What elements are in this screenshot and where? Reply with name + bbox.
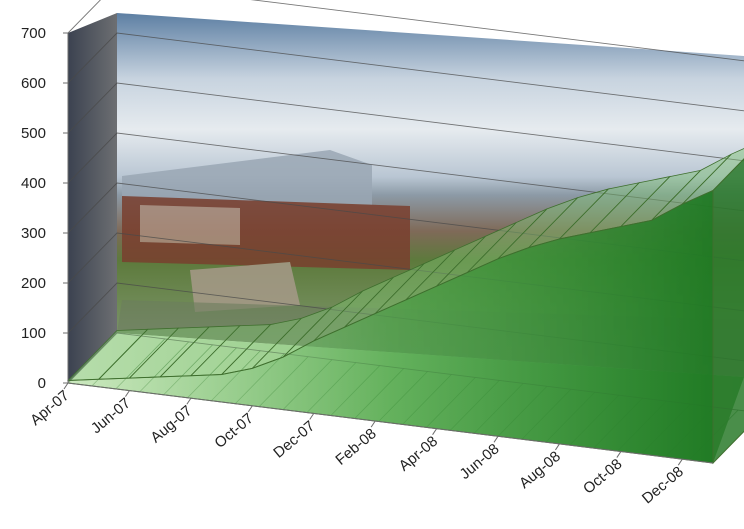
x-tick-mark (432, 428, 437, 435)
area-series (67, 189, 714, 464)
x-tick-mark (247, 405, 253, 413)
area-end-face (712, 158, 744, 465)
x-tick-label: Apr-07 (27, 387, 72, 429)
gridline (67, 82, 744, 162)
x-tick-mark (186, 397, 192, 405)
x-tick-label: Oct-07 (211, 410, 256, 452)
y-tick-label: 100 (21, 325, 46, 342)
x-tick-label: Jun-08 (457, 440, 503, 483)
y-axis: 0 100 200 300 400 500 600 700 (21, 25, 68, 392)
x-tick-label: Aug-08 (516, 448, 564, 492)
gridline (67, 32, 744, 112)
x-tick-label: Apr-08 (396, 433, 441, 475)
x-tick-label: Dec-07 (270, 418, 318, 462)
x-tick-mark (493, 436, 499, 443)
x-tick-mark (555, 443, 560, 451)
x-tick-label: Feb-08 (332, 425, 379, 469)
x-tick-mark (370, 420, 376, 428)
x-tick-mark (63, 382, 69, 390)
y-tick-label: 200 (21, 275, 46, 292)
x-tick-mark (616, 451, 622, 458)
y-tick-label: 600 (21, 75, 46, 92)
x-tick-mark (125, 390, 130, 397)
x-tick-label: Jun-07 (88, 395, 134, 438)
y-tick-label: 700 (21, 25, 46, 42)
y-tick-label: 500 (21, 125, 46, 142)
gridline (67, 132, 744, 212)
gridline (67, 0, 744, 62)
gridline (67, 182, 744, 262)
x-tick-label: Aug-07 (147, 402, 195, 446)
area-layer (67, 148, 744, 465)
y-tick-label: 400 (21, 175, 46, 192)
side-wall (68, 13, 117, 383)
x-tick-label: Oct-08 (580, 456, 625, 498)
x-tick-mark (677, 458, 683, 466)
x-tick-mark (309, 413, 315, 420)
x-tick-label: Dec-08 (639, 463, 687, 507)
y-tick-label: 0 (38, 375, 46, 392)
y-tick-label: 300 (21, 225, 46, 242)
x-axis-line (67, 382, 714, 464)
